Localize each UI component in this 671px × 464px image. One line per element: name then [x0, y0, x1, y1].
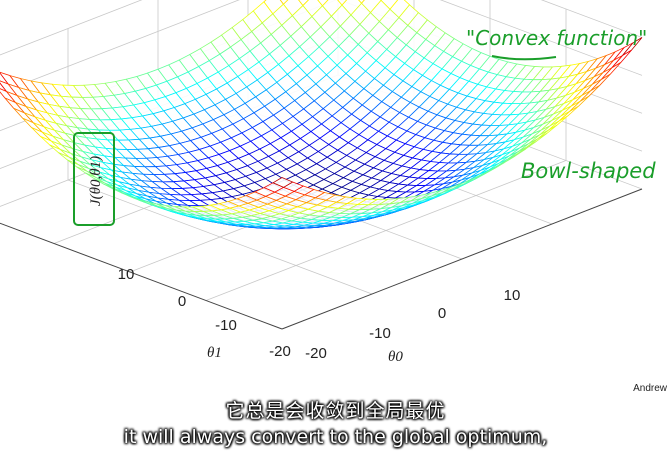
- z-label-highlight-box: [73, 132, 115, 226]
- watermark-label: Andrew: [633, 383, 667, 394]
- y-axis-line: [0, 222, 283, 330]
- subtitles: 它总是会收敛到全局最优 it will always convert to th…: [0, 398, 671, 450]
- z-axis-label: J(θ0,θ1): [88, 156, 104, 206]
- surface-cell: [317, 0, 329, 7]
- grid-line: [540, 0, 643, 38]
- y-tick-label: -10: [215, 317, 237, 334]
- surface-cell: [337, 0, 348, 6]
- surface-cell: [279, 0, 289, 5]
- y-tick-label: -20: [269, 343, 291, 360]
- surface-cell: [358, 0, 365, 4]
- grid-line: [0, 0, 143, 56]
- convex-annotation: "Convex function": [466, 26, 647, 61]
- bowl-shaped-note: Bowl-shaped: [521, 159, 656, 183]
- cost-surface: [0, 0, 643, 230]
- surface-cell: [272, 177, 294, 188]
- x-tick-label: 0: [438, 305, 446, 322]
- subtitle-english: it will always convert to the global opt…: [123, 426, 548, 448]
- y-tick-label: 10: [118, 266, 135, 283]
- x-axis-line: [281, 188, 643, 330]
- subtitle-chinese: 它总是会收敛到全局最优: [225, 400, 446, 422]
- surface-cell: [298, 0, 310, 7]
- y-axis-label: θ1: [207, 345, 222, 361]
- x-tick-label: 10: [504, 287, 521, 304]
- convex-underline: [491, 55, 557, 61]
- x-tick-label: -20: [305, 345, 327, 362]
- x-tick-label: -10: [369, 325, 391, 342]
- z-axis-label-group: J(θ0,θ1): [73, 132, 115, 226]
- x-axis-label: θ0: [388, 349, 403, 365]
- convex-function-note: "Convex function": [466, 26, 647, 50]
- y-tick-label: 0: [178, 293, 186, 310]
